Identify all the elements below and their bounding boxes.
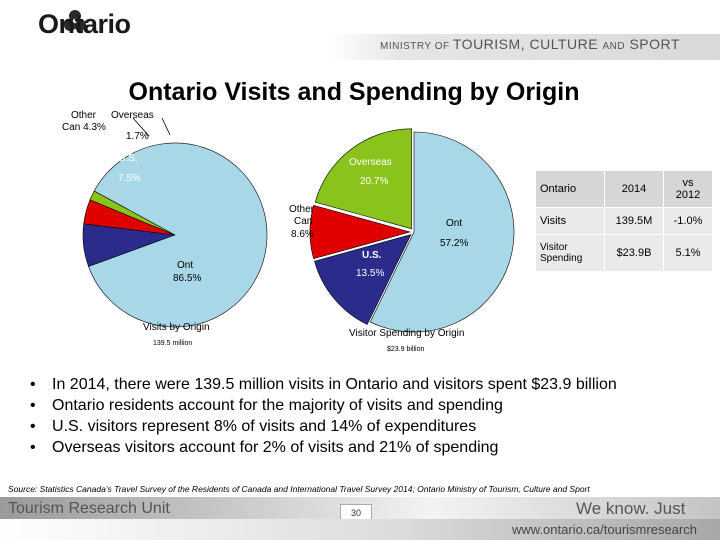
pie1-overseas-pct: 1.7% [126, 131, 149, 142]
pie2-ont-pct: 57.2% [440, 238, 469, 249]
pie2-subcaption: $23.9 billion [387, 346, 425, 353]
slide-title: Ontario Visits and Spending by Origin [128, 78, 580, 106]
pie1-subcaption: 139.5 million [153, 340, 193, 347]
pie-visits [82, 142, 268, 328]
bullet-list: • In 2014, there were 139.5 million visit… [30, 374, 617, 458]
header-band [330, 34, 720, 60]
table-header-cell: Ontario [535, 170, 605, 208]
pie1-other-can-label: Other [71, 110, 97, 121]
pie2-us-label: U.S. [362, 250, 382, 261]
table-header-cell: vs 2012 [663, 170, 713, 208]
pie1-ont-label: Ont [177, 260, 194, 271]
pie1-other-can-pct: Can 4.3% [62, 122, 106, 133]
leader-line-overseas [161, 117, 171, 136]
pie2-other-can-label-1: Other [289, 204, 315, 215]
footer-url[interactable]: www.ontario.ca/tourismresearch [512, 522, 697, 537]
footer-url-band [0, 519, 720, 540]
pie-spending [309, 128, 515, 333]
table-row: Visits 139.5M -1.0% [535, 207, 713, 235]
footer-unit-name: Tourism Research Unit [8, 500, 170, 517]
pie1-us-pct: 7.5% [118, 173, 141, 184]
table-cell: 139.5M [604, 207, 664, 235]
pie1-overseas-label: Overseas [111, 110, 154, 121]
pie2-ont-label: Ont [446, 218, 463, 229]
table-header-cell: 2014 [604, 170, 664, 208]
pie1-caption: Visits by Origin [143, 322, 210, 333]
table-cell: 5.1% [663, 234, 713, 272]
pie1-us-label: U.S. [118, 153, 138, 164]
pie2-overseas-label: Overseas [349, 157, 392, 168]
pie2-caption: Visitor Spending by Origin [349, 328, 465, 339]
ontario-trillium-logo-icon [64, 10, 86, 31]
table-cell: -1.0% [663, 207, 713, 235]
table-cell: $23.9B [604, 234, 664, 272]
list-item: • Ontario residents account for the major… [30, 397, 503, 414]
table-cell: Visits [535, 207, 605, 235]
pie2-slice-u-s- [314, 234, 412, 325]
table-cell: Visitor Spending [535, 234, 605, 272]
pie1-ont-pct: 86.5% [173, 273, 202, 284]
leader-line-other-can [132, 117, 150, 137]
ministry-name: MINISTRY OF TOURISM, CULTURE AND SPORT [380, 36, 680, 52]
table-row: Visitor Spending $23.9B 5.1% [535, 234, 713, 272]
list-item: • Overseas visitors account for 2% of vis… [30, 439, 499, 456]
pie2-slice-overseas [314, 128, 412, 230]
logo-wordmark: Ontario [38, 9, 131, 39]
pie2-other-can-label-2: Can [294, 216, 313, 227]
pie2-slice-other-can [309, 204, 412, 260]
stats-table: Ontario 2014 vs 2012 Visits 139.5M -1.0%… [535, 170, 713, 272]
source-note: Source: Statistics Canada’s Travel Surve… [8, 484, 590, 494]
pie2-overseas-pct: 20.7% [360, 176, 389, 187]
pie1-slice-ont [88, 142, 268, 328]
list-item: • U.S. visitors represent 8% of visits an… [30, 418, 477, 435]
pie2-us-pct: 13.5% [356, 268, 385, 279]
list-item: • In 2014, there were 139.5 million visit… [30, 376, 617, 393]
table-header-row: Ontario 2014 vs 2012 [535, 170, 713, 208]
pie-charts [82, 117, 515, 333]
pie2-other-can-pct: 8.6% [291, 229, 314, 240]
pie2-slice-ont [369, 131, 515, 333]
page-number: 30 [340, 504, 372, 522]
